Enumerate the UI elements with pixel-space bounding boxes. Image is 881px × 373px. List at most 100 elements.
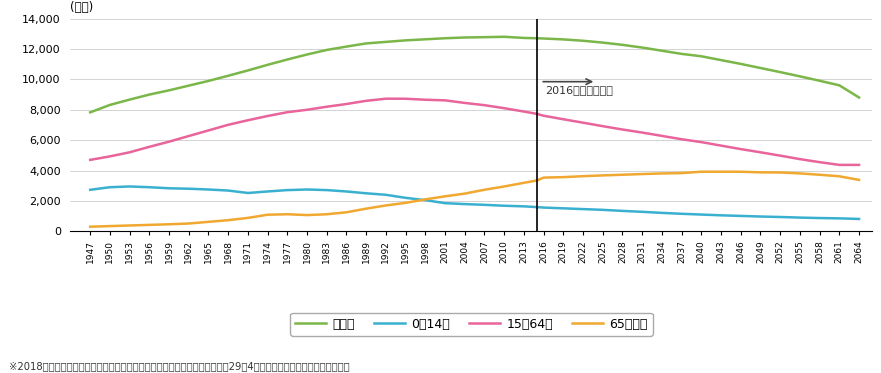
0～14歳 <box>144 185 155 189</box>
総　数 <box>85 110 95 115</box>
総　数 <box>381 40 391 44</box>
15～64歳 <box>440 98 450 103</box>
総　数 <box>204 79 214 83</box>
15～64歳 <box>519 109 529 114</box>
総　数 <box>460 35 470 40</box>
0～14歳 <box>440 201 450 206</box>
15～64歳 <box>124 150 135 154</box>
15～64歳 <box>85 158 95 162</box>
65歳以上 <box>361 206 372 211</box>
Legend: 総　数, 0～14歳, 15～64歳, 65歳以上: 総 数, 0～14歳, 15～64歳, 65歳以上 <box>290 313 653 336</box>
15～64歳 <box>499 106 509 110</box>
15～64歳 <box>322 104 332 109</box>
総　数 <box>341 44 352 49</box>
0～14歳 <box>499 204 509 208</box>
0～14歳 <box>532 205 543 209</box>
Line: 65歳以上: 65歳以上 <box>90 181 537 227</box>
0～14歳 <box>85 188 95 192</box>
0～14歳 <box>322 188 332 192</box>
総　数 <box>499 35 509 39</box>
15～64歳 <box>263 114 273 118</box>
65歳以上 <box>519 181 529 185</box>
0～14歳 <box>519 204 529 209</box>
総　数 <box>479 35 490 40</box>
総　数 <box>532 36 543 41</box>
15～64歳 <box>302 107 313 112</box>
65歳以上 <box>381 203 391 208</box>
15～64歳 <box>532 112 543 116</box>
0～14歳 <box>223 188 233 193</box>
15～64歳 <box>105 154 115 159</box>
65歳以上 <box>341 210 352 214</box>
65歳以上 <box>242 216 253 220</box>
15～64歳 <box>460 101 470 105</box>
総　数 <box>124 97 135 102</box>
総　数 <box>322 48 332 52</box>
15～64歳 <box>381 97 391 101</box>
総　数 <box>263 63 273 67</box>
Text: 2016年以降推計値: 2016年以降推計値 <box>545 85 613 95</box>
65歳以上 <box>302 213 313 217</box>
総　数 <box>183 84 194 88</box>
Line: 総　数: 総 数 <box>90 37 537 112</box>
15～64歳 <box>400 97 411 101</box>
65歳以上 <box>400 201 411 205</box>
65歳以上 <box>164 222 174 226</box>
15～64歳 <box>479 103 490 107</box>
0～14歳 <box>282 188 292 192</box>
総　数 <box>164 88 174 93</box>
Text: (万人): (万人) <box>70 1 93 15</box>
総　数 <box>282 57 292 62</box>
0～14歳 <box>420 198 431 203</box>
65歳以上 <box>440 194 450 198</box>
総　数 <box>400 38 411 43</box>
0～14歳 <box>400 195 411 200</box>
65歳以上 <box>499 184 509 189</box>
0～14歳 <box>105 185 115 189</box>
0～14歳 <box>164 186 174 191</box>
0～14歳 <box>302 187 313 192</box>
15～64歳 <box>420 97 431 102</box>
総　数 <box>105 103 115 107</box>
65歳以上 <box>105 224 115 228</box>
15～64歳 <box>183 134 194 138</box>
Text: ※2018年以降：国立社会保障・人口問題研究所「日本の将来推計人口（平成29年4月）」（出生中位・死亡中位推計）: ※2018年以降：国立社会保障・人口問題研究所「日本の将来推計人口（平成29年4… <box>9 361 350 371</box>
65歳以上 <box>85 225 95 229</box>
総　数 <box>302 52 313 57</box>
0～14歳 <box>242 191 253 195</box>
65歳以上 <box>479 188 490 192</box>
15～64歳 <box>341 102 352 106</box>
0～14歳 <box>341 189 352 194</box>
65歳以上 <box>144 223 155 227</box>
65歳以上 <box>204 220 214 224</box>
15～64歳 <box>204 128 214 133</box>
0～14歳 <box>460 202 470 206</box>
15～64歳 <box>242 118 253 122</box>
0～14歳 <box>263 189 273 194</box>
総　数 <box>144 93 155 97</box>
15～64歳 <box>144 145 155 149</box>
15～64歳 <box>361 98 372 103</box>
15～64歳 <box>282 110 292 115</box>
65歳以上 <box>263 213 273 217</box>
0～14歳 <box>204 187 214 192</box>
総　数 <box>223 73 233 78</box>
65歳以上 <box>322 212 332 216</box>
0～14歳 <box>124 184 135 189</box>
0～14歳 <box>361 191 372 195</box>
65歳以上 <box>460 191 470 196</box>
総　数 <box>242 68 253 73</box>
総　数 <box>361 41 372 46</box>
65歳以上 <box>183 221 194 226</box>
15～64歳 <box>223 123 233 127</box>
65歳以上 <box>420 197 431 201</box>
0～14歳 <box>479 203 490 207</box>
総　数 <box>420 37 431 41</box>
0～14歳 <box>381 192 391 197</box>
65歳以上 <box>282 212 292 216</box>
65歳以上 <box>532 178 543 183</box>
Line: 15～64歳: 15～64歳 <box>90 99 537 160</box>
15～64歳 <box>164 140 174 144</box>
65歳以上 <box>124 223 135 228</box>
総　数 <box>519 36 529 40</box>
